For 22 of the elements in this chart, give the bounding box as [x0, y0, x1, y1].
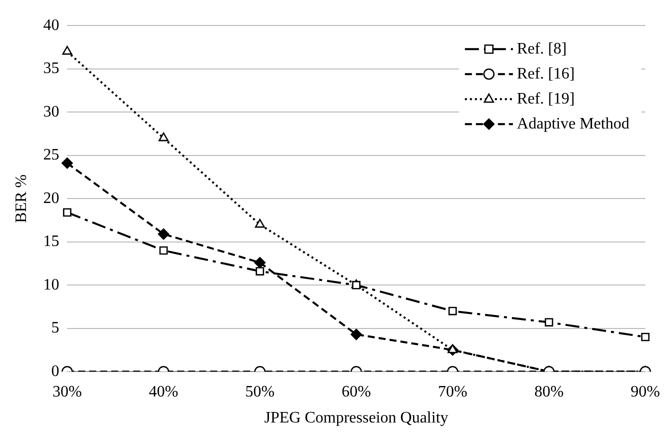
- legend-label: Ref. [19]: [516, 90, 575, 108]
- y-tick-label: 10: [43, 276, 60, 294]
- y-tick-label: 5: [51, 320, 60, 337]
- y-tick-label: 0: [51, 362, 60, 380]
- x-tick-label: 80%: [534, 383, 564, 400]
- y-tick-label: 25: [43, 146, 60, 164]
- x-tick-label: 50%: [245, 383, 275, 400]
- x-tick-label: 70%: [438, 383, 468, 400]
- y-tick-label: 15: [43, 233, 60, 250]
- x-tick-label: 40%: [148, 383, 178, 400]
- x-tick-label: 60%: [342, 383, 371, 400]
- x-tick-label: 90%: [630, 383, 660, 400]
- x-axis-title: JPEG Compresseion Quality: [264, 410, 448, 427]
- y-tick-label: 30: [43, 103, 60, 120]
- legend-label: Adaptive Method: [516, 115, 630, 132]
- y-tick-label: 40: [43, 16, 60, 34]
- y-tick-label: 20: [43, 190, 60, 207]
- legend-label: Ref. [8]: [516, 40, 567, 58]
- legend-label: Ref. [16]: [516, 65, 575, 82]
- x-tick-label: 30%: [52, 383, 82, 400]
- y-axis-title: BER %: [12, 174, 30, 223]
- y-tick-label: 35: [43, 60, 60, 78]
